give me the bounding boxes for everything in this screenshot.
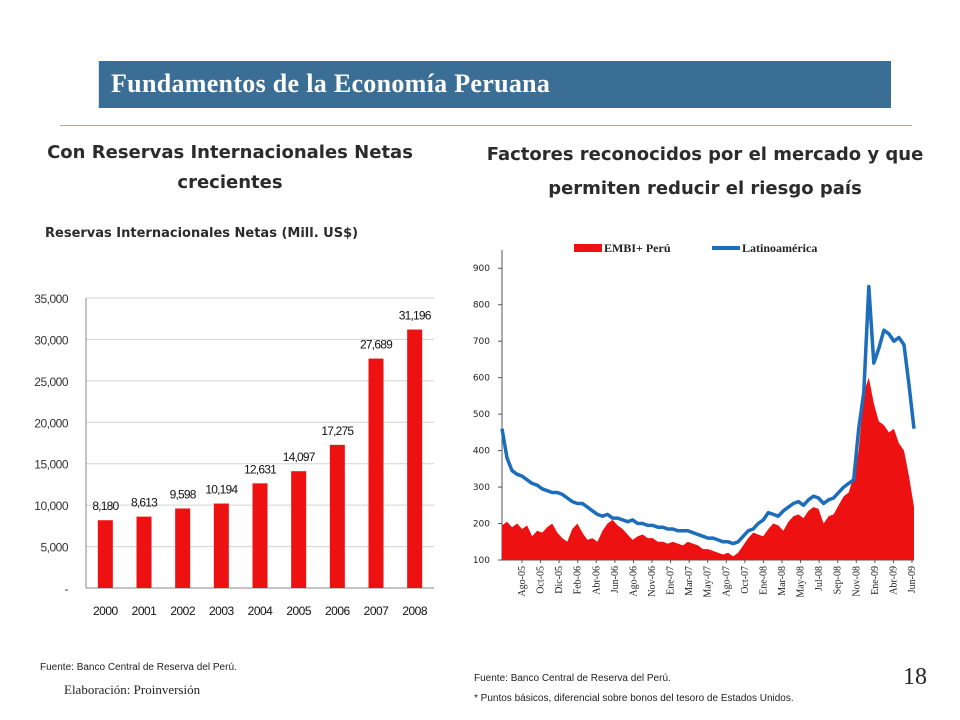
bar — [213, 503, 229, 588]
legend-label-latam: Latinoamérica — [742, 241, 817, 255]
embi-x-tick-label: Mar-08 — [777, 566, 788, 596]
bar-y-tick-label: 5,000 — [40, 541, 68, 555]
embi-x-tick-label: Mar-07 — [684, 566, 695, 596]
embi-x-tick-label: Feb-06 — [573, 566, 584, 594]
bar — [368, 358, 384, 588]
embi-y-tick-label: 300 — [473, 483, 490, 493]
legend-label-embi: EMBI+ Perú — [604, 241, 671, 255]
bar — [252, 483, 268, 588]
bar — [136, 516, 152, 588]
bar-y-tick-label: 30,000 — [34, 333, 69, 347]
bar — [291, 471, 307, 588]
legend-swatch-embi — [574, 244, 602, 252]
bar — [97, 520, 113, 588]
bar-chart-title: Reservas Internacionales Netas (Mill. US… — [45, 226, 359, 241]
bar-value-label: 17,275 — [321, 424, 354, 438]
embi-x-tick-label: Nov-08 — [851, 566, 862, 597]
embi-y-tick-label: 600 — [473, 374, 490, 384]
latam-line — [500, 284, 916, 546]
embi-x-tick-label: Oct-05 — [536, 566, 547, 594]
bar — [407, 329, 423, 588]
bar — [175, 508, 191, 588]
embi-y-tick-label: 500 — [473, 410, 490, 420]
page-number: 18 — [903, 664, 927, 690]
right-heading: Factores reconocidos por el mercado y qu… — [486, 144, 924, 199]
embi-x-tick-label: Ago-07 — [721, 566, 732, 597]
bar-y-tick-label: 25,000 — [34, 375, 69, 389]
bar-value-label: 9,598 — [170, 487, 197, 501]
embi-x-tick-label: May-07 — [703, 566, 714, 598]
embi-x-tick-label: Jun-09 — [907, 566, 918, 593]
bar-category-label: 2008 — [402, 604, 428, 618]
bar-category-label: 2002 — [170, 604, 196, 618]
bar-category-label: 2006 — [325, 604, 351, 618]
bar-value-label: 8,180 — [92, 499, 119, 513]
bar-value-label: 27,689 — [360, 338, 393, 352]
embi-x-tick-label: Jun-06 — [610, 566, 621, 593]
bar-y-tick-label: 20,000 — [34, 416, 69, 430]
bar-category-label: 2003 — [209, 604, 235, 618]
bar-value-label: 14,097 — [283, 450, 316, 464]
right-source: Fuente: Banco Central de Reserva del Per… — [474, 673, 671, 684]
embi-y-tick-label: 900 — [473, 264, 490, 274]
bar-value-label: 10,194 — [205, 483, 238, 497]
embi-x-tick-label: Ene-07 — [666, 566, 677, 595]
bar-value-label: 12,631 — [244, 462, 277, 476]
embi-peru-area — [502, 377, 914, 560]
embi-x-tick-label: Jul-08 — [814, 566, 825, 591]
bar-y-tick-label: 10,000 — [34, 499, 69, 513]
right-footnote: * Puntos básicos, diferencial sobre bono… — [474, 693, 794, 704]
embi-y-tick-label: 100 — [473, 556, 490, 566]
embi-x-tick-label: Ene-09 — [870, 566, 881, 595]
bar-category-label: 2000 — [93, 604, 119, 618]
title-divider — [60, 125, 912, 126]
embi-x-tick-label: Ago-06 — [628, 566, 639, 597]
title-bar: Fundamentos de la Economía Peruana — [98, 61, 891, 108]
embi-y-tick-label: 200 — [473, 520, 490, 530]
embi-x-tick-label: Sep-08 — [833, 566, 844, 594]
embi-y-tick-label: 700 — [473, 337, 490, 347]
embi-x-tick-label: Dic-05 — [554, 566, 565, 594]
embi-x-tick-label: Nov-06 — [647, 566, 658, 597]
bar-category-label: 2004 — [248, 604, 274, 618]
page-title: Fundamentos de la Economía Peruana — [111, 69, 551, 98]
left-source: Fuente: Banco Central de Reserva del Per… — [40, 662, 237, 673]
bar-y-tick-label: 15,000 — [34, 458, 69, 472]
bar — [329, 444, 345, 588]
bar-y-tick-label: - — [65, 582, 69, 596]
embi-x-tick-label: Abr-09 — [888, 566, 899, 595]
embi-x-tick-label: Ene-08 — [758, 566, 769, 595]
embi-x-tick-label: Abr-06 — [591, 566, 602, 595]
bar-y-tick-label: 35,000 — [34, 292, 69, 306]
embi-y-tick-label: 800 — [473, 301, 490, 311]
embi-x-tick-label: Ago-05 — [517, 566, 528, 597]
bar-value-label: 8,613 — [131, 496, 158, 510]
bar-category-label: 2005 — [286, 604, 312, 618]
bar-value-label: 31,196 — [399, 309, 432, 323]
left-elaboration: Elaboración: Proinversión — [64, 682, 201, 697]
bar-category-label: 2001 — [132, 604, 158, 618]
left-heading: Con Reservas Internacionales Netas creci… — [47, 142, 413, 193]
embi-x-tick-label: May-08 — [796, 566, 807, 598]
bar-category-label: 2007 — [364, 604, 390, 618]
embi-x-tick-label: Oct-07 — [740, 566, 751, 594]
embi-y-tick-label: 400 — [473, 447, 490, 457]
